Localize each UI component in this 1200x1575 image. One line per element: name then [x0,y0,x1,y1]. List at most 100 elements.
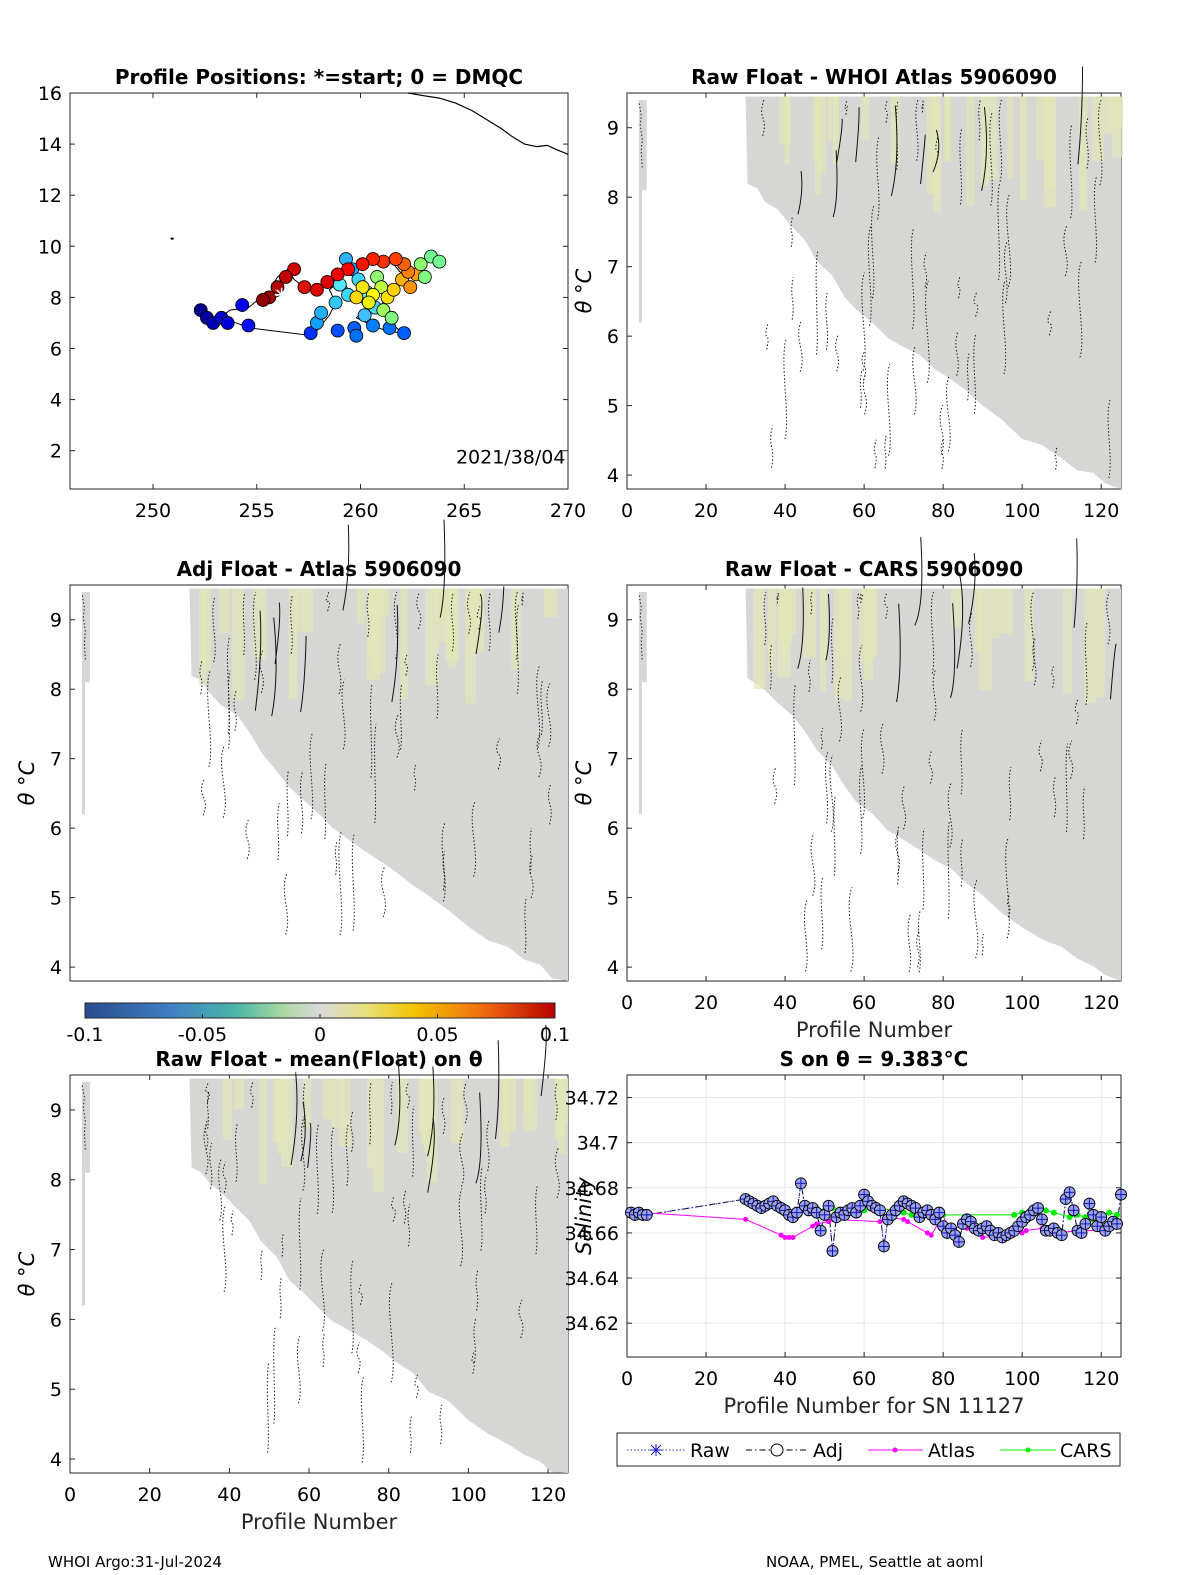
legend-cars-label: CARS [1060,1440,1112,1462]
y-tick-label: 7 [607,257,619,279]
raw_cars-positive-anomaly [1007,588,1014,636]
raw_cars-contour-dotted [820,727,824,749]
y-tick-label: 8 [50,287,62,309]
profile-position-marker [297,280,312,295]
raw_cars-contour-dotted [969,612,973,667]
adj_atlas-contour-solid [300,635,307,713]
adj_atlas-contour-dotted [521,591,524,606]
raw_whoi-contour-dotted [973,334,977,414]
raw_mean-contour-dotted [554,1081,558,1121]
x-tick-label: 255 [239,500,275,522]
footer-right: NOAA, PMEL, Seattle at aoml [766,1553,984,1571]
raw_whoi-contour-dotted [884,434,887,469]
raw_mean-contour-dotted [405,1081,410,1109]
raw_mean-contour-dotted [475,1269,479,1311]
adj_atlas-positive-anomaly [218,588,231,634]
atlas-point [1023,1228,1029,1234]
raw_whoi-positive-anomaly [985,96,998,180]
raw_mean-contour-dotted [222,1205,227,1292]
raw_cars-contour-dotted [1051,664,1055,688]
adj_atlas-contour-dotted [277,803,280,861]
x-tick-label: 60 [297,1484,321,1506]
raw_mean-early-profiles [81,1081,90,1173]
raw_mean-contour-dotted [356,1342,361,1374]
raw_whoi-contour-dotted [1069,124,1073,219]
raw_mean-contour-solid [427,1118,435,1193]
y-tick-label: 9 [607,118,619,140]
raw_mean-early-profiles [81,1172,86,1306]
raw_cars-contour-solid [950,603,956,698]
atlas-point [782,1234,788,1240]
x-tick-label: 40 [773,1368,797,1390]
atlas-point [905,1219,911,1225]
x-tick-label: 270 [550,500,586,522]
raw_mean-positive-anomaly [396,1078,408,1153]
adj_atlas-contour-solid [475,593,483,654]
raw_whoi-contour-dotted [867,226,872,326]
raw_cars-contour-dotted [1032,637,1037,686]
raw_cars-positive-anomaly [777,588,791,677]
raw_cars-contour-dotted [848,887,854,972]
raw_cars-contour-dotted [833,795,836,876]
raw_mean-contour-dotted [411,1106,415,1177]
raw_whoi-contour-dotted [925,280,930,383]
profile-position-marker [384,310,399,325]
raw_cars-contour-dotted [973,879,979,959]
raw_cars-contour-dotted [907,914,912,972]
raw_cars-contour-dotted [1005,836,1010,939]
adj_atlas-contour-dotted [496,738,501,770]
profile-position-marker [357,308,372,323]
raw_cars-positive-anomaly [950,588,962,628]
raw_whoi-ylabel: θ °C [572,268,596,313]
raw_whoi-contour-dotted [1063,226,1068,277]
legend: Raw Adj Atlas CARS [616,1432,1121,1467]
adj_atlas-contour-dotted [233,690,237,731]
raw_mean-positive-anomaly [272,1078,281,1142]
adj_atlas-contour-dotted [524,896,527,953]
adj_atlas-contour-dotted [536,733,542,778]
raw_mean-contour-dotted [301,1116,306,1191]
raw_mean-contour-dotted [407,1203,411,1247]
raw_cars-contour-dotted [1008,767,1012,821]
raw_cars-contour-dotted [825,752,829,824]
legend-raw-marker [650,1444,662,1456]
raw_cars-contour-dotted [922,828,925,910]
raw_mean-contour-dotted [209,1142,213,1190]
raw_whoi-contour-dotted [997,182,1001,281]
adj_atlas-contour-dotted [394,714,400,758]
raw_mean-contour-dotted [281,1233,284,1257]
profile-position-marker [403,280,418,295]
profile-position-marker [386,282,401,297]
raw_cars-contour-dotted [810,591,813,615]
raw_mean-field [189,1078,568,1473]
raw_mean-contour-dotted [414,1374,419,1398]
raw_whoi-contour-dotted [815,251,819,355]
y-tick-label: 4 [50,957,62,979]
adj_atlas-contour-solid [439,519,446,618]
raw_cars-positive-anomaly [753,588,765,689]
start-marker [274,287,289,302]
atlas-point [826,1219,832,1225]
raw_mean-contour-dotted [463,1081,468,1124]
raw_whoi-contour-dotted [1054,447,1058,470]
raw_whoi-title: Raw Float - WHOI Atlas 5906090 [691,65,1057,89]
start-marker-stroke [276,289,288,301]
date-annotation: 2021/38/04 [456,446,566,468]
raw_cars-axes: 0 20 40 60 80 100 120 4 5 6 7 8 9 Raw Float - CARS 59… [572,537,1122,1042]
raw_whoi-contour-dotted [835,335,839,372]
y-tick-label: 8 [50,679,62,701]
x-tick-label: 20 [138,1484,162,1506]
adj_atlas-contour-dotted [370,683,373,778]
raw_whoi-contour-dotted [923,252,928,288]
adj_atlas-contour-solid [271,617,277,717]
adj_atlas-contour-solid [274,602,281,664]
raw_cars-contour-dotted [837,676,842,742]
y-tick-label: 34.68 [565,1178,619,1200]
adj_atlas-contour-dotted [283,873,289,935]
raw_whoi-positive-anomaly [890,96,900,165]
profile-position-marker [355,280,370,295]
y-tick-label: 8 [50,1170,62,1192]
raw_whoi-contour-dotted [790,216,793,247]
x-tick-label: 80 [377,1484,401,1506]
raw_cars-contour-dotted [916,930,920,968]
